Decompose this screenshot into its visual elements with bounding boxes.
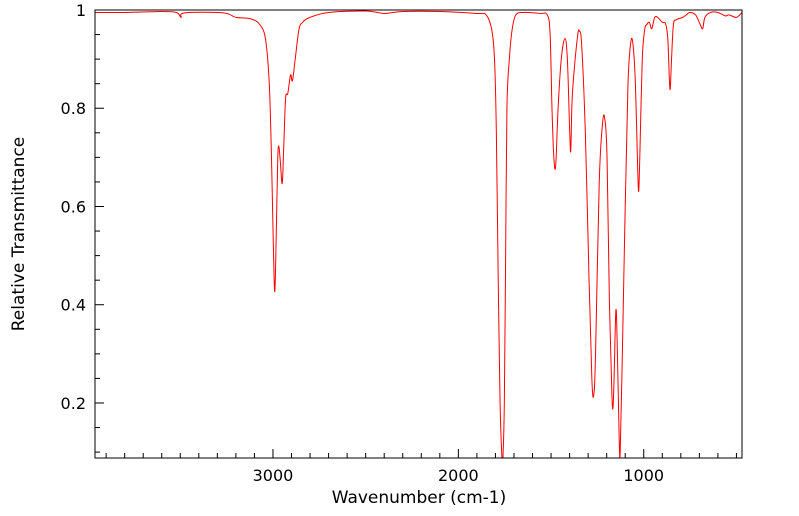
axis-ticks: [95, 9, 737, 458]
y-tick-label: 0.4: [61, 296, 86, 315]
y-tick-label: 0.6: [61, 197, 86, 216]
y-axis-label: Relative Transmittance: [9, 137, 29, 332]
spectrum-line: [95, 10, 742, 458]
y-tick-label: 0.2: [61, 394, 86, 413]
x-axis-label: Wavenumber (cm-1): [332, 488, 507, 508]
x-tick-label: 3000: [253, 466, 294, 485]
x-tick-label: 1000: [623, 466, 664, 485]
y-tick-label: 0.8: [61, 99, 86, 118]
tick-labels: 3000 2000 1000 0.2 0.4 0.6 0.8 1: [61, 1, 665, 485]
x-tick-label: 2000: [438, 466, 479, 485]
plot-frame: [94, 9, 743, 459]
y-tick-label: 1: [76, 1, 86, 20]
